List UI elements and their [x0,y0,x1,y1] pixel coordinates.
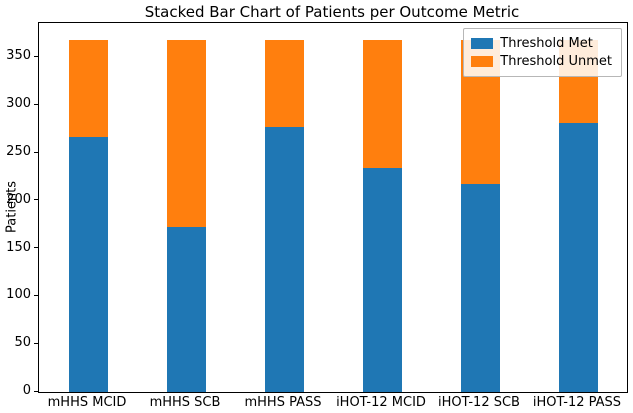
plot-area: Threshold Met Threshold Unmet [38,22,628,393]
bar-segment-unmet-ihot-12-mcid [362,40,402,169]
legend-entry: Threshold Met [471,36,612,51]
x-tick-label: iHOT-12 PASS [532,395,622,410]
bar-segment-met-mhhs-scb [166,226,206,392]
chart-title: Stacked Bar Chart of Patients per Outcom… [144,3,520,21]
y-tick-label: 300 [6,96,31,112]
y-tick-mark [34,247,38,249]
legend-label: Threshold Unmet [500,54,612,69]
y-tick-label: 0 [22,383,31,398]
y-tick-label: 350 [6,48,31,64]
y-tick-label: 200 [6,191,31,207]
bar-segment-unmet-mhhs-pass [264,40,304,128]
y-tick-mark [34,55,38,57]
bar-segment-met-ihot-12-mcid [362,168,402,392]
bar-segment-met-mhhs-pass [264,127,304,392]
y-tick-mark [34,151,38,153]
x-tick-label: mHHS PASS [244,395,322,410]
legend: Threshold Met Threshold Unmet [463,28,622,77]
y-tick-mark [34,342,38,344]
x-tick-label: iHOT-12 SCB [438,395,520,410]
y-tick-label: 150 [6,239,31,255]
y-tick-mark [34,199,38,201]
bar-segment-met-mhhs-mcid [68,136,108,392]
x-tick-label: mHHS MCID [47,395,127,410]
legend-entry: Threshold Unmet [471,54,612,69]
x-tick-label: mHHS SCB [149,395,221,410]
bar-segment-met-ihot-12-pass [558,123,598,392]
bar-segment-unmet-mhhs-scb [166,40,206,227]
x-tick-label: iHOT-12 MCID [336,395,426,410]
y-tick-mark [34,103,38,105]
bars-container [39,23,627,392]
legend-swatch-icon [471,56,494,67]
y-tick-label: 250 [6,144,31,159]
legend-swatch-icon [471,38,494,49]
y-tick-label: 100 [6,287,31,303]
bar-segment-met-ihot-12-scb [460,183,500,392]
y-tick-mark [34,294,38,296]
bar-segment-unmet-mhhs-mcid [68,40,108,137]
legend-label: Threshold Met [500,36,593,51]
y-tick-mark [34,390,38,392]
y-tick-label: 50 [14,335,31,351]
